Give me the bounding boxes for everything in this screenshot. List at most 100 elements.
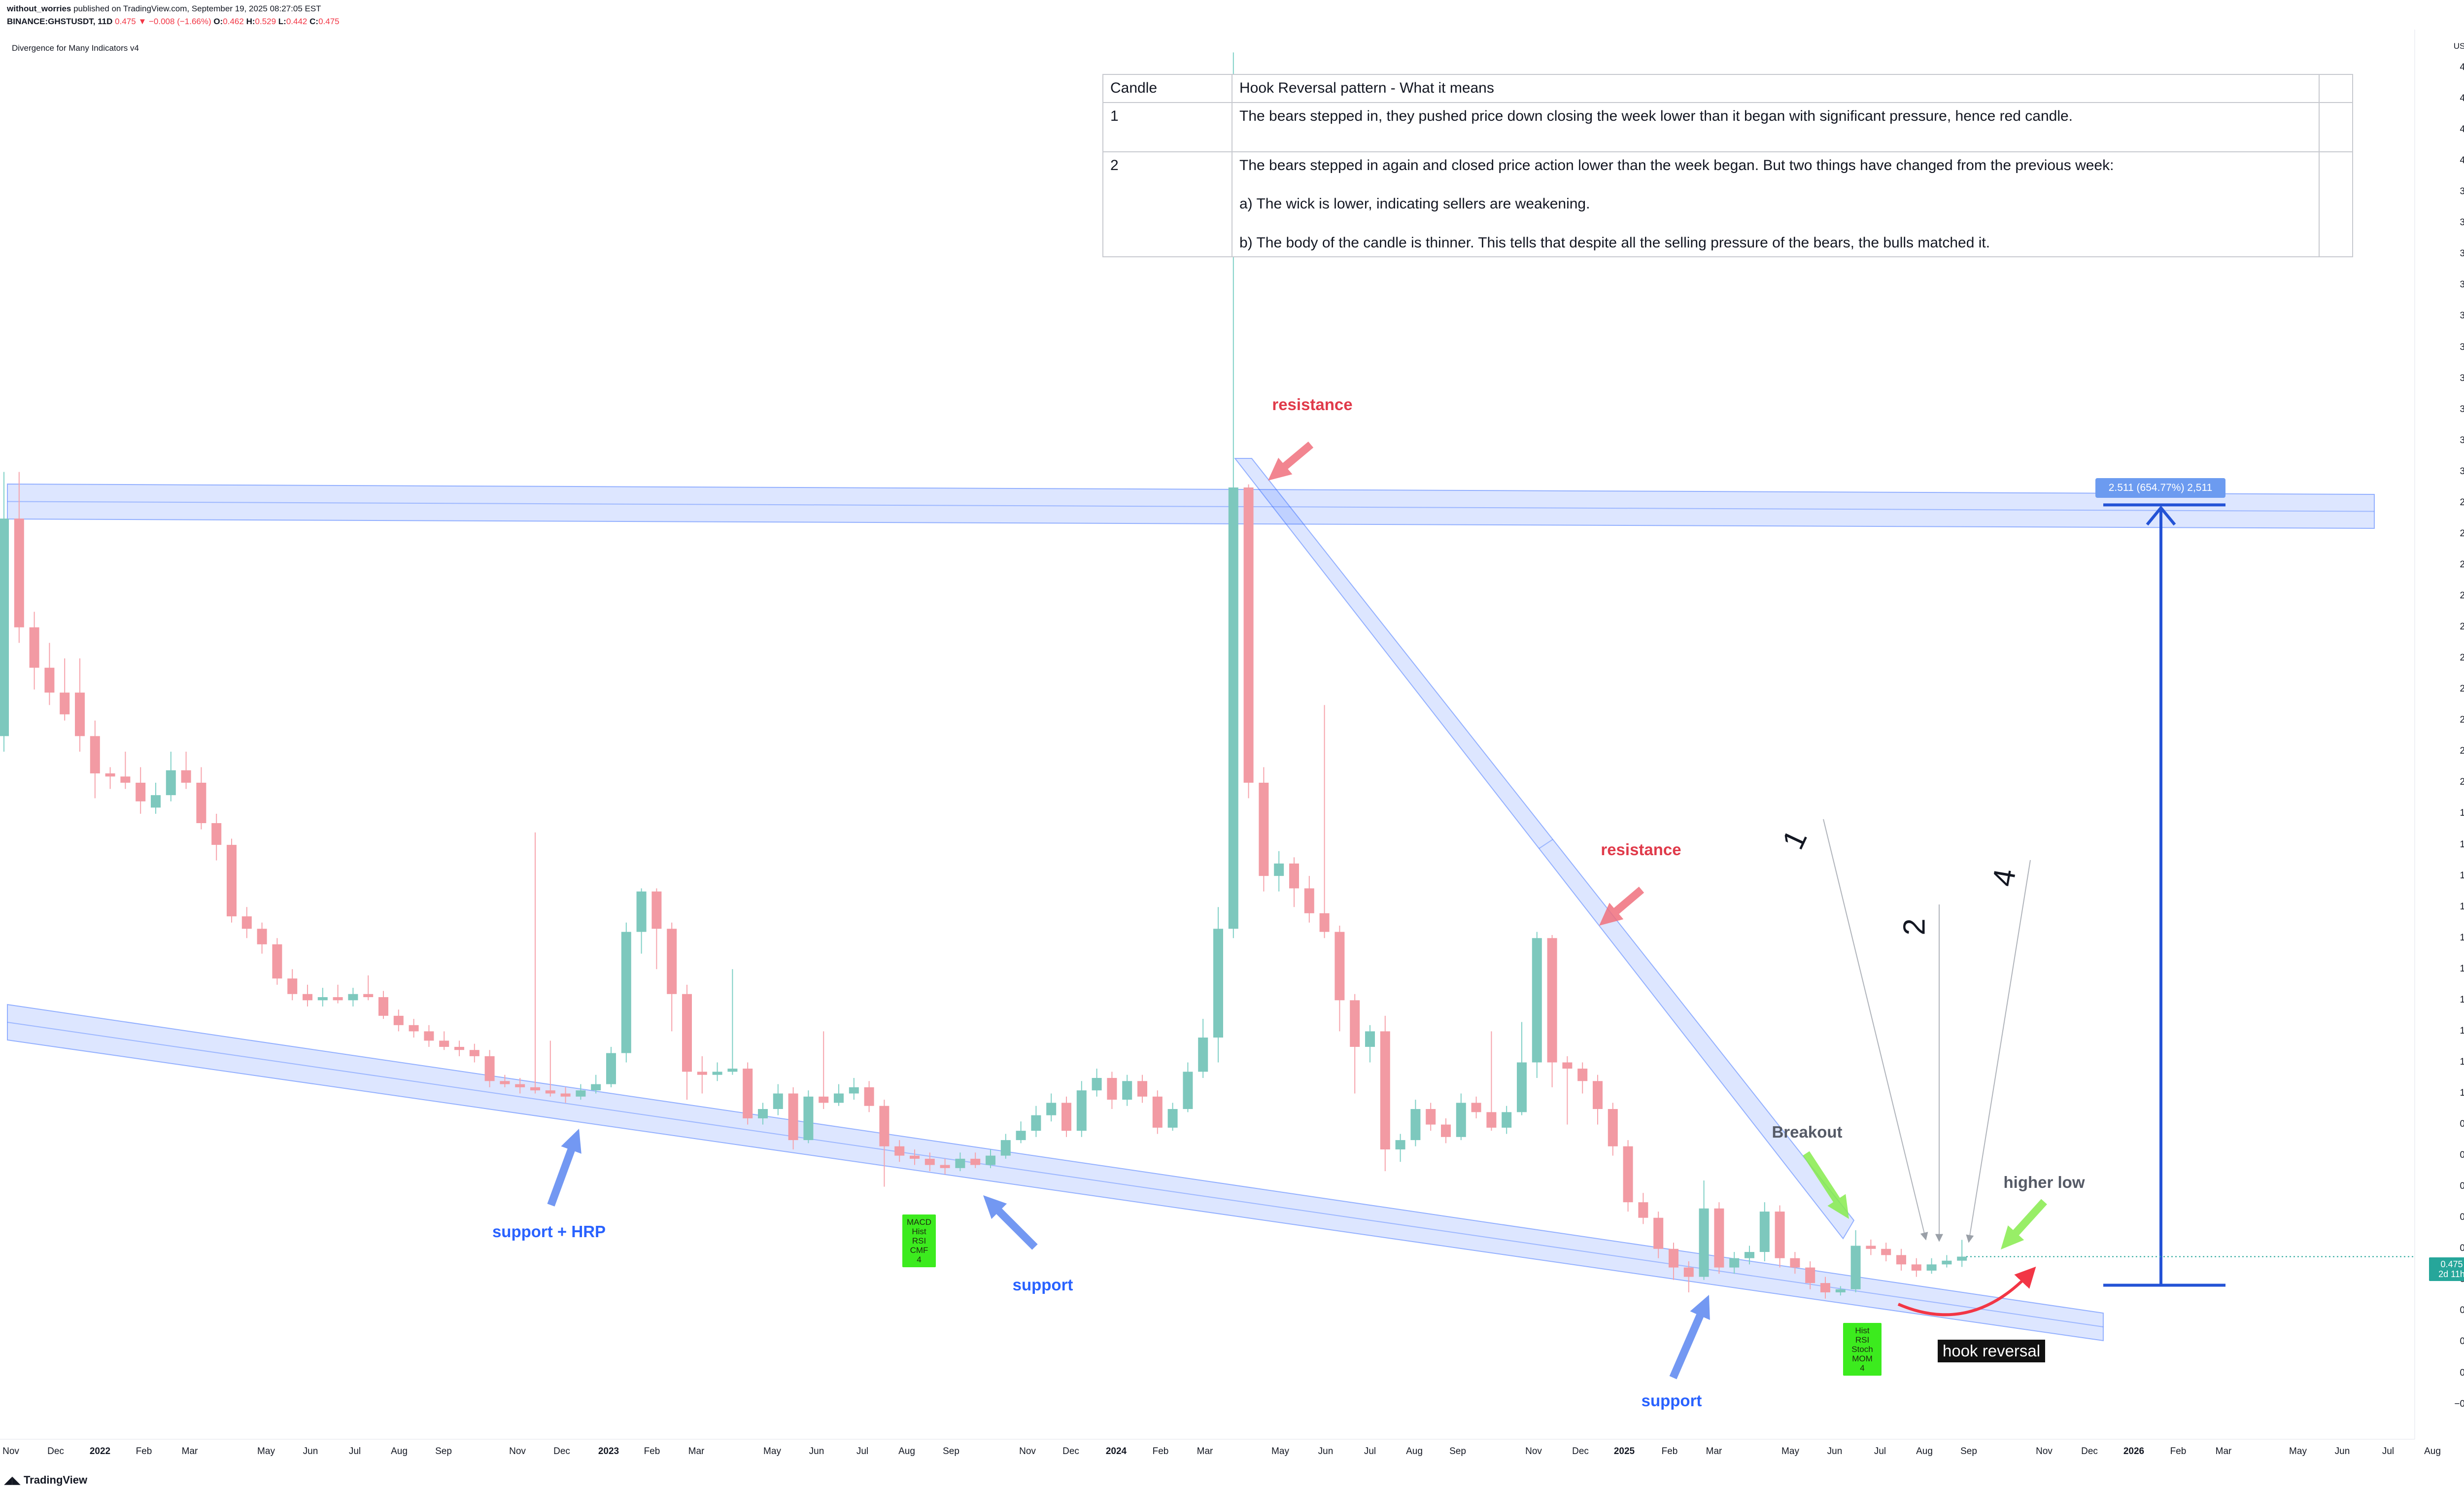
symbol-name[interactable]: BINANCE:GHSTUSDT, 11D — [7, 17, 113, 26]
candle-body — [136, 783, 146, 801]
candle — [1896, 1248, 1906, 1271]
candle — [1076, 1081, 1087, 1137]
price-tick-label: 3.000 — [2460, 466, 2464, 477]
higher-low-arrow — [2001, 1199, 2047, 1249]
candle-body — [515, 1084, 525, 1087]
price-tick-label: 0.500 — [2460, 1243, 2464, 1254]
price-tick-label: 3.400 — [2460, 342, 2464, 352]
hook-reversal-curve — [1897, 1266, 2036, 1317]
candle-body — [1243, 487, 1254, 783]
candle-body — [1957, 1256, 1967, 1261]
candle — [1456, 1093, 1466, 1141]
price-tick-label: 0.600 — [2460, 1212, 2464, 1223]
price-tick-label: 4.100 — [2460, 124, 2464, 135]
candle — [1745, 1246, 1754, 1265]
high-value: 0.529 — [255, 17, 276, 26]
signal-line: Stoch — [1851, 1345, 1873, 1354]
time-tick-label: May — [1271, 1446, 1289, 1456]
candle-body — [1486, 1112, 1497, 1128]
candle-body — [378, 997, 388, 1016]
candle-body — [955, 1158, 965, 1168]
candle — [1683, 1261, 1694, 1293]
price-tick-label: 0.100 — [2460, 1367, 2464, 1378]
price-tag-value: 0.475 — [2440, 1259, 2463, 1269]
candle — [1061, 1096, 1071, 1137]
candle — [819, 1031, 829, 1110]
time-tick-label: 2024 — [1105, 1446, 1127, 1456]
candle — [1714, 1202, 1724, 1274]
candle-body — [1380, 1031, 1390, 1149]
candle-body — [1562, 1062, 1573, 1069]
candle-body — [166, 770, 176, 796]
candle — [940, 1158, 950, 1175]
close-value: 0.475 — [318, 17, 340, 26]
resistance-arrow — [1599, 886, 1644, 926]
candle — [1016, 1121, 1026, 1144]
time-tick-label: Jul — [348, 1446, 361, 1456]
candle-body — [1213, 929, 1223, 1038]
candle-body — [1669, 1248, 1678, 1268]
candle-body — [1365, 1031, 1375, 1047]
candle — [1911, 1258, 1921, 1277]
table-row: 1 The bears stepped in, they pushed pric… — [1102, 102, 2353, 152]
candle-body — [1577, 1069, 1588, 1081]
candle-body — [1593, 1081, 1603, 1110]
candle-body — [439, 1040, 449, 1047]
candle — [758, 1103, 768, 1125]
price-tick-label: 2.100 — [2460, 746, 2464, 757]
candle — [894, 1140, 905, 1162]
table-row: 2 The bears stepped in again and closed … — [1102, 151, 2353, 257]
price-tick-label: 2.800 — [2460, 528, 2464, 539]
candle — [636, 888, 647, 954]
candle — [1410, 1100, 1421, 1146]
candle-body — [1410, 1109, 1421, 1141]
support-label: support — [1012, 1276, 1073, 1294]
candle-body — [211, 823, 222, 845]
candle — [166, 751, 176, 801]
candle — [910, 1149, 920, 1165]
time-tick-label: Nov — [1019, 1446, 1036, 1456]
channel-midline — [7, 501, 2375, 512]
divergence-signal-box: Hist RSI Stoch MOM 4 — [1843, 1323, 1882, 1376]
candle-body — [1426, 1109, 1436, 1125]
time-tick-label: Nov — [509, 1446, 526, 1456]
candle — [1881, 1243, 1891, 1261]
table-cell-text: The bears stepped in again and closed pr… — [1232, 151, 2320, 257]
candle-body — [1699, 1208, 1709, 1277]
candle — [1775, 1205, 1785, 1268]
time-tick-label: Sep — [435, 1446, 452, 1456]
candle — [1426, 1103, 1436, 1131]
channel-band — [1233, 458, 1855, 1240]
candle-body — [44, 667, 55, 693]
hook-reversal-label: hook reversal — [1938, 1340, 2046, 1362]
candle-body — [1714, 1208, 1724, 1268]
candle — [469, 1043, 479, 1063]
candle — [697, 1056, 707, 1094]
candle — [1092, 1069, 1102, 1097]
candle-body — [940, 1165, 950, 1168]
candle-body — [819, 1096, 829, 1103]
candle-body — [393, 1015, 404, 1025]
candle-body — [1926, 1264, 1937, 1271]
price-tick-label: 2.200 — [2460, 715, 2464, 726]
candle-body — [1911, 1264, 1921, 1271]
resistance-arrow — [1268, 441, 1314, 481]
indicator-legend[interactable]: Divergence for Many Indicators v4 — [12, 43, 139, 53]
candle — [105, 767, 115, 789]
candle — [1046, 1093, 1057, 1122]
candle-body — [1183, 1072, 1193, 1110]
signal-line: MOM — [1852, 1354, 1873, 1363]
table-header-row: Candle Hook Reversal pattern - What it m… — [1102, 74, 2353, 103]
candle-body — [151, 795, 161, 808]
candle — [136, 767, 146, 814]
time-tick-label: 2022 — [89, 1446, 111, 1456]
open-value: 0.462 — [223, 17, 244, 26]
candle-body — [257, 929, 267, 944]
author-name[interactable]: without_worries — [7, 4, 71, 13]
tradingview-logo[interactable]: ◢◣ TradingView — [4, 1474, 87, 1487]
candle — [1259, 767, 1269, 892]
time-tick-label: Aug — [1916, 1446, 1933, 1456]
candle — [1729, 1252, 1740, 1274]
row-text: The bears stepped in again and closed pr… — [1239, 157, 2114, 173]
